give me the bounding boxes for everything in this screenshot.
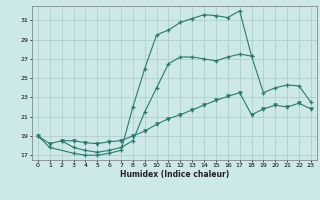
X-axis label: Humidex (Indice chaleur): Humidex (Indice chaleur) — [120, 170, 229, 179]
